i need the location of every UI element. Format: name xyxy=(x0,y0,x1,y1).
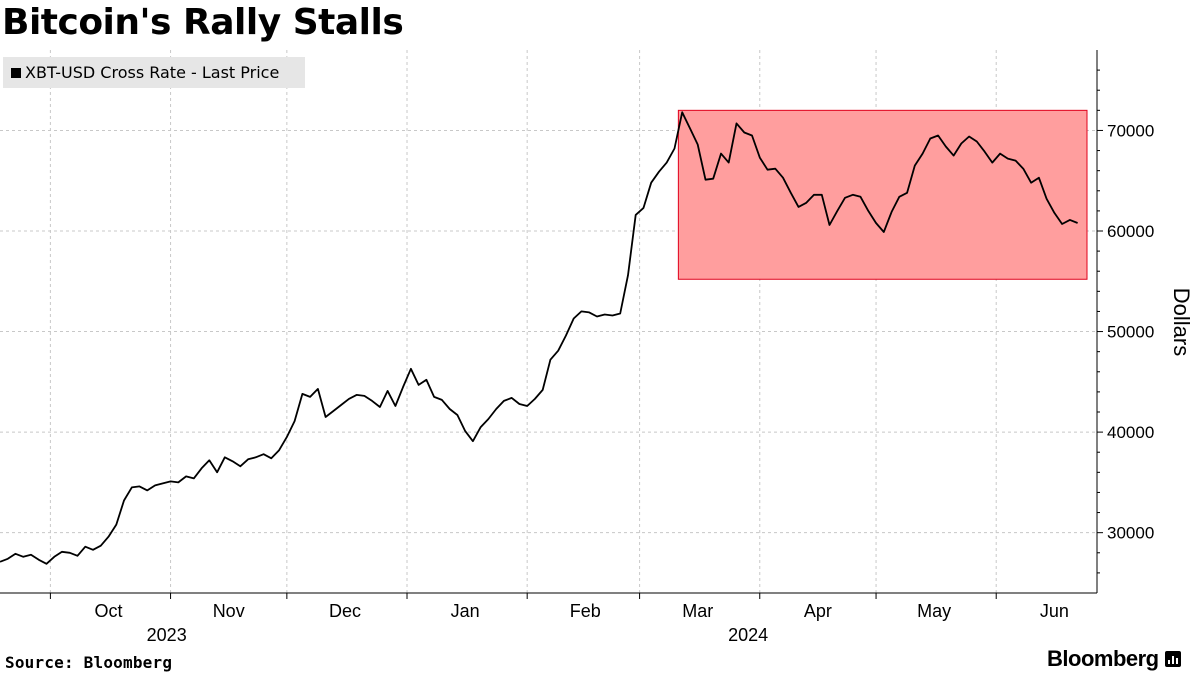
y-axis-label: Dollars xyxy=(1169,288,1194,356)
y-tick-label: 60000 xyxy=(1107,222,1154,241)
x-ticks: Oct Nov Dec Jan Feb Mar Apr May Jun 2023 2024 xyxy=(49,593,1069,645)
x-tick-label: Dec xyxy=(329,601,361,621)
year-label: 2024 xyxy=(728,625,768,645)
source-note: Source: Bloomberg xyxy=(5,653,173,672)
gridlines xyxy=(0,50,1097,593)
y-tick-label: 30000 xyxy=(1107,524,1154,543)
bloomberg-chart-icon xyxy=(1164,651,1181,667)
highlight-box xyxy=(677,109,1088,280)
y-tick-label: 70000 xyxy=(1107,121,1154,140)
x-tick-label: Apr xyxy=(804,601,832,621)
x-tick-label: Jan xyxy=(451,601,480,621)
chart-title: Bitcoin's Rally Stalls xyxy=(2,2,404,43)
y-tick-label: 40000 xyxy=(1107,423,1154,442)
y-tick-label: 50000 xyxy=(1107,323,1154,342)
year-label: 2023 xyxy=(147,625,187,645)
x-tick-label: Feb xyxy=(570,601,601,621)
legend: XBT-USD Cross Rate - Last Price xyxy=(3,57,305,88)
x-tick-label: Jun xyxy=(1040,601,1069,621)
price-line xyxy=(0,111,1078,565)
legend-label: XBT-USD Cross Rate - Last Price xyxy=(25,63,280,82)
x-tick-label: May xyxy=(917,601,951,621)
x-tick-label: Nov xyxy=(213,601,245,621)
x-tick-label: Mar xyxy=(682,601,713,621)
legend-swatch xyxy=(11,67,21,78)
brand-logo: Bloomberg xyxy=(1047,646,1181,672)
x-tick-label: Oct xyxy=(95,601,123,621)
y-ticks: 30000 40000 50000 60000 70000 xyxy=(1097,69,1154,574)
brand-name: Bloomberg xyxy=(1047,646,1159,671)
